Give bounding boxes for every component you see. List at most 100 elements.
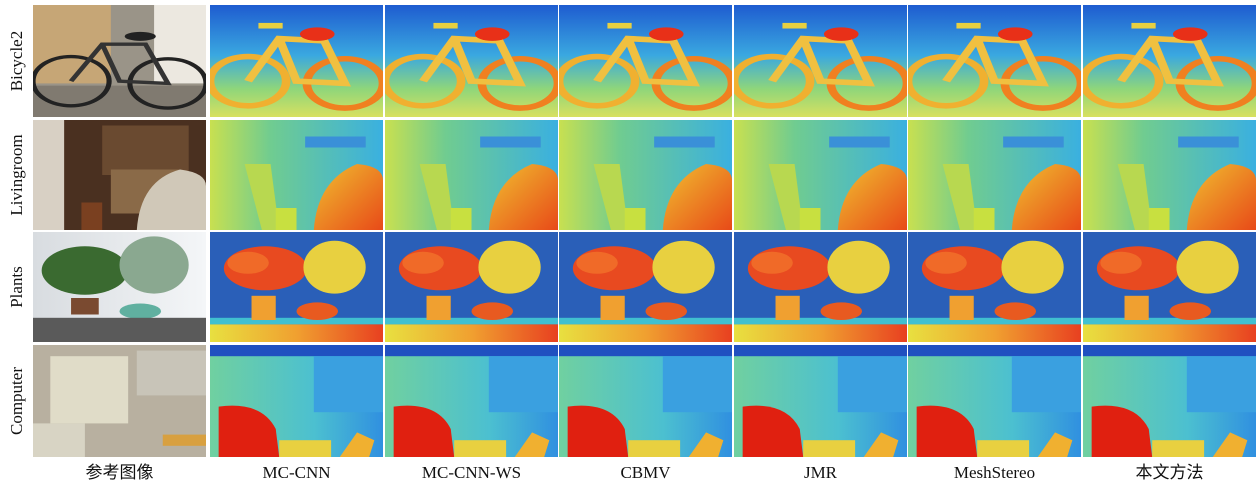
shape	[227, 252, 269, 274]
shape	[120, 304, 162, 319]
shape	[137, 351, 206, 396]
shape	[824, 27, 859, 40]
shape	[276, 208, 297, 230]
shape	[1001, 241, 1063, 294]
shape	[454, 440, 506, 457]
shape	[33, 423, 85, 457]
shape	[385, 324, 558, 342]
shape	[800, 208, 821, 230]
shape	[1131, 23, 1155, 29]
shape	[1100, 252, 1142, 274]
image-cell	[385, 345, 558, 457]
image-cell	[559, 345, 732, 457]
shape	[163, 435, 206, 446]
shape	[71, 298, 99, 315]
shape	[478, 241, 540, 294]
shape	[300, 27, 335, 40]
shape	[385, 318, 558, 325]
shape	[1152, 440, 1204, 457]
shape	[1178, 137, 1239, 148]
shape	[908, 324, 1081, 342]
shape	[950, 296, 974, 320]
shape	[210, 318, 383, 325]
row-label: Livingroom	[7, 134, 26, 215]
image-cell	[734, 5, 907, 117]
image-cell	[1083, 5, 1256, 117]
shape	[827, 241, 889, 294]
image-cell	[908, 120, 1081, 230]
column-label: MC-CNN-WS	[422, 463, 521, 482]
row-label: Computer	[7, 367, 26, 435]
shape	[1125, 296, 1149, 320]
shape	[974, 208, 995, 230]
image-cell	[559, 5, 732, 117]
image-cell	[1083, 345, 1256, 457]
shape	[559, 345, 732, 356]
image-cell	[908, 345, 1081, 457]
image-cell	[1083, 120, 1256, 230]
shape	[559, 324, 732, 342]
column-label: 参考图像	[86, 463, 154, 482]
shape	[120, 236, 189, 293]
shape	[908, 318, 1081, 325]
shape	[33, 318, 206, 342]
shape	[427, 296, 451, 320]
image-cell	[385, 232, 558, 342]
shape	[1176, 241, 1238, 294]
shape	[314, 356, 383, 412]
shape	[42, 246, 128, 294]
shape	[252, 296, 276, 320]
row-label: Plants	[7, 266, 26, 308]
image-cell	[33, 345, 206, 457]
shape	[1003, 137, 1064, 148]
shape	[829, 137, 890, 148]
shape	[838, 356, 907, 412]
shape	[1083, 318, 1256, 325]
shape	[385, 345, 558, 356]
image-cell	[908, 5, 1081, 117]
shape	[925, 252, 967, 274]
image-cell	[734, 345, 907, 457]
shape	[472, 302, 514, 320]
shape	[402, 252, 444, 274]
shape	[559, 318, 732, 325]
image-cell	[734, 120, 907, 230]
figure: Bicycle2 Livingroom Plants Computer 参考图像 MC-C…	[0, 0, 1256, 483]
shape	[1187, 356, 1256, 412]
image-cell	[33, 5, 206, 117]
shape	[646, 302, 688, 320]
image-cell	[210, 120, 383, 230]
shape	[803, 440, 855, 457]
shape	[776, 296, 800, 320]
shape	[480, 137, 541, 148]
shape	[81, 203, 102, 231]
shape	[33, 86, 206, 117]
image-cell	[734, 232, 907, 342]
shape	[475, 27, 510, 40]
shape	[433, 23, 457, 29]
column-label: CBMV	[620, 463, 671, 482]
shape	[125, 32, 156, 41]
image-cell	[210, 232, 383, 342]
column-label: MC-CNN	[262, 463, 330, 482]
row-label: Bicycle2	[7, 31, 26, 91]
column-label: JMR	[804, 463, 838, 482]
image-cell	[33, 120, 206, 230]
shape	[821, 302, 863, 320]
shape	[607, 23, 631, 29]
shape	[102, 126, 189, 176]
shape	[956, 23, 980, 29]
shape	[279, 440, 331, 457]
shape	[303, 241, 365, 294]
shape	[782, 23, 806, 29]
shape	[734, 324, 907, 342]
shape	[601, 296, 625, 320]
shape	[210, 324, 383, 342]
shape	[576, 252, 618, 274]
shape	[977, 440, 1029, 457]
shape	[1173, 27, 1208, 40]
shape	[734, 318, 907, 325]
image-cell	[210, 345, 383, 457]
shape	[628, 440, 680, 457]
shape	[451, 208, 472, 230]
